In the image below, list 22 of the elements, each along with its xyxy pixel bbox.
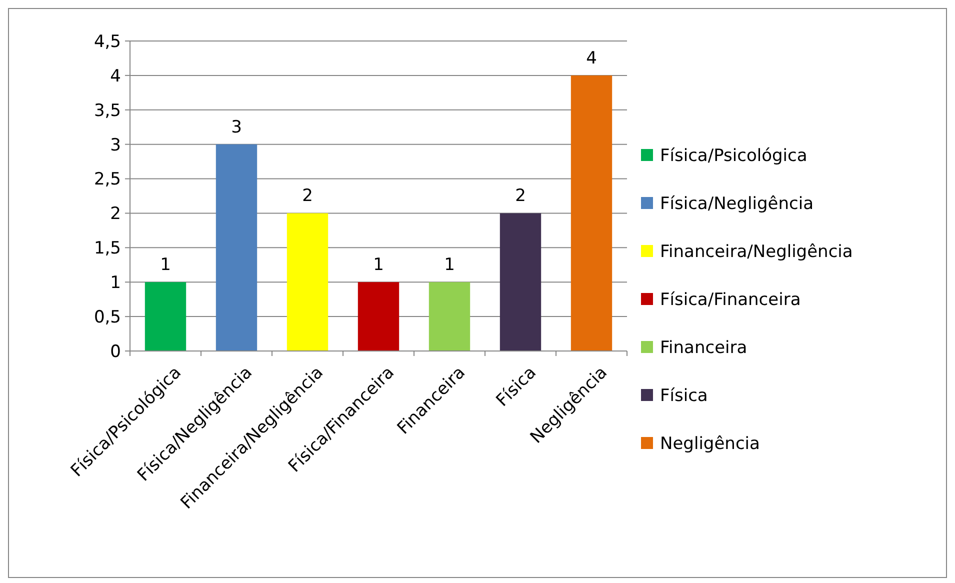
y-tick-label: 4 xyxy=(110,66,121,86)
data-label: 2 xyxy=(515,186,526,206)
legend-label: Física/Psicológica xyxy=(660,146,808,166)
y-tick-label: 2,5 xyxy=(94,170,121,190)
data-label: 2 xyxy=(302,186,313,206)
legend-label: Física/Financeira xyxy=(660,290,801,310)
y-tick-label: 4,5 xyxy=(94,32,121,52)
y-tick-label: 1 xyxy=(110,273,121,294)
legend-label: Financeira xyxy=(660,338,748,358)
y-tick-label: 0 xyxy=(110,342,121,362)
data-label: 1 xyxy=(160,255,171,276)
y-tick-label: 0,5 xyxy=(94,308,121,328)
y-tick-label: 2 xyxy=(110,204,121,224)
y-tick-label: 1,5 xyxy=(94,238,121,259)
legend-label: Financeira/Negligência xyxy=(660,242,853,262)
data-label: 1 xyxy=(444,255,455,276)
data-label: 1 xyxy=(373,255,384,276)
data-label: 4 xyxy=(586,48,597,68)
y-tick-label: 3,5 xyxy=(94,100,121,121)
data-label: 3 xyxy=(231,117,242,138)
y-tick-label: 3 xyxy=(110,135,121,156)
legend-label: Física/Negligência xyxy=(660,194,814,214)
